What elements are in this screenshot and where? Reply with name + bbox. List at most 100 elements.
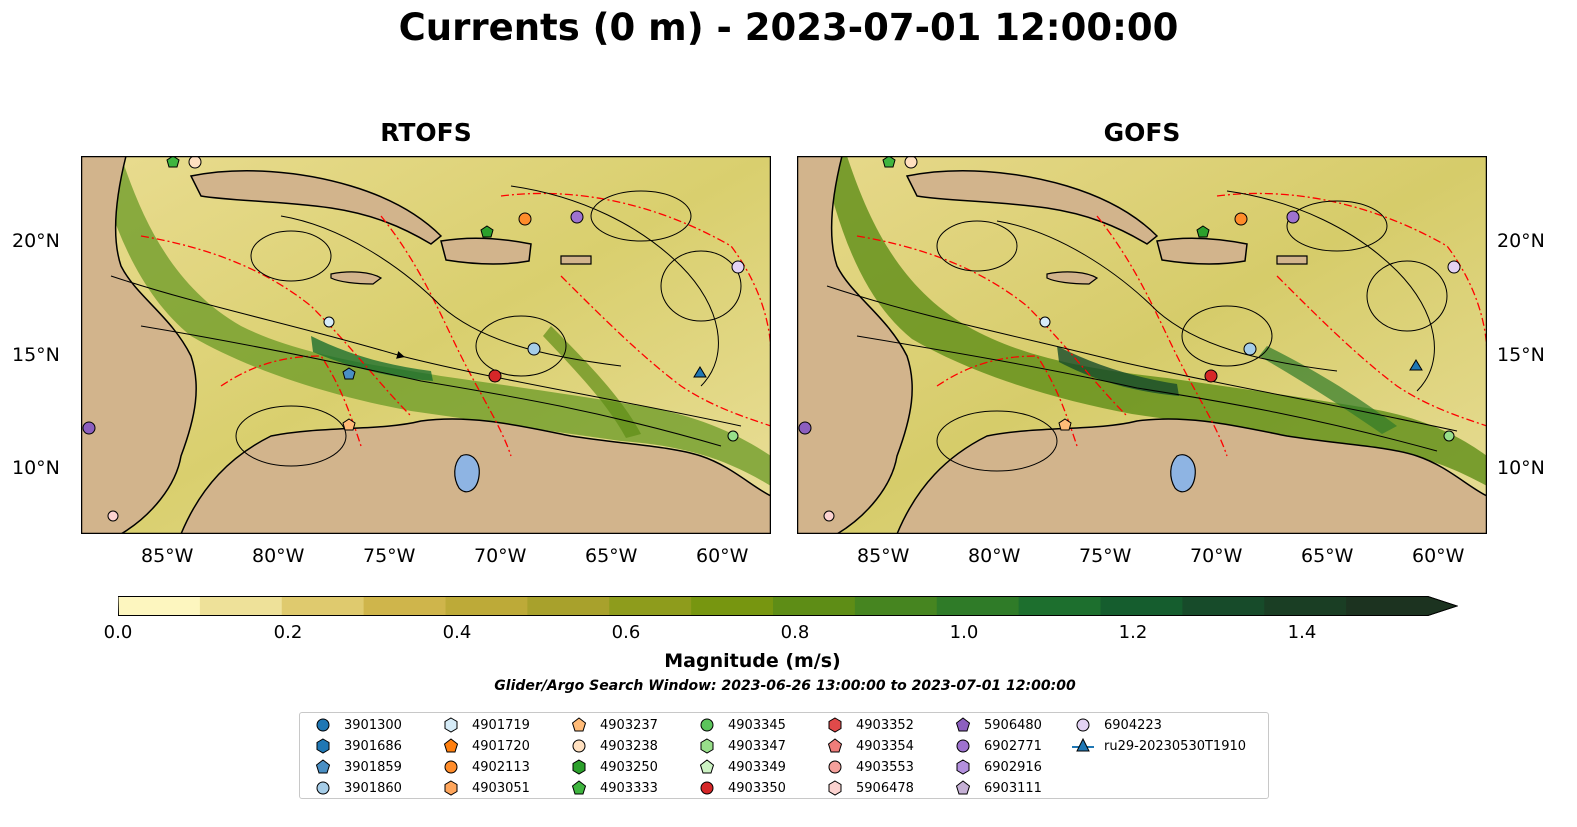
land-cuba	[189, 170, 443, 245]
land-hispaniola	[440, 237, 532, 265]
float-marker	[480, 225, 494, 238]
legend-label: 4903352	[856, 717, 914, 733]
colorbar-segment	[1100, 596, 1183, 616]
figure-title: Currents (0 m) - 2023-07-01 12:00:00	[398, 6, 1179, 49]
legend-marker-icon	[828, 717, 842, 733]
land-jamaica	[1046, 271, 1099, 285]
land-cuba	[905, 170, 1159, 245]
streamline-eddy	[250, 230, 332, 282]
legend-label: 6902771	[984, 738, 1042, 754]
lon-tick-label: 80°W	[968, 545, 1021, 567]
float-marker	[342, 418, 356, 431]
lat-tick-label: 20°N	[1497, 230, 1545, 252]
legend-marker-icon	[1072, 737, 1094, 752]
eez-boundary	[856, 235, 1128, 417]
colorbar-segment	[936, 596, 1020, 616]
colorbar-segment	[773, 596, 856, 616]
colorbar-extend-arrow	[1428, 596, 1458, 616]
float-marker	[1243, 342, 1257, 356]
legend-label: 4901719	[472, 717, 530, 733]
lake-maracaibo	[454, 454, 480, 493]
colorbar	[118, 596, 1458, 616]
current-band	[1259, 346, 1397, 434]
panel-title-gofs: GOFS	[1103, 118, 1181, 147]
legend-item: 4903051	[440, 778, 530, 798]
float-marker	[188, 156, 202, 169]
float-marker	[823, 510, 835, 522]
float-marker	[1447, 260, 1461, 274]
colorbar-tick-label: 1.2	[1118, 622, 1148, 643]
eez-boundary	[140, 235, 412, 417]
lon-tick-label: 70°W	[1190, 545, 1243, 567]
legend-item: 6904223	[1072, 715, 1162, 735]
colorbar-outline	[118, 596, 1458, 616]
legend-item: 3901300	[312, 715, 402, 735]
legend-label: 4903238	[600, 738, 658, 754]
legend-marker-icon	[1076, 718, 1090, 732]
land-jamaica	[330, 271, 383, 285]
lon-tick-label: 85°W	[857, 545, 910, 567]
colorbar-segment	[281, 596, 365, 616]
legend-marker-icon	[828, 760, 842, 774]
streamline	[826, 285, 1458, 432]
legend-item: 4903250	[568, 757, 658, 777]
land-puerto-rico	[1276, 255, 1308, 265]
colorbar-segment	[199, 596, 283, 616]
streamline	[140, 325, 722, 447]
land-central-america	[81, 156, 197, 534]
lon-tick-label: 85°W	[141, 545, 194, 567]
lon-tick-label: 75°W	[363, 545, 416, 567]
float-marker	[882, 156, 896, 168]
legend-label: ru29-20230530T1910	[1104, 738, 1247, 754]
current-band	[96, 156, 771, 486]
lon-tick-label: 75°W	[1079, 545, 1132, 567]
eez-boundary	[1276, 275, 1487, 427]
streamline-eddy	[1286, 200, 1388, 252]
float-marker	[1039, 316, 1051, 328]
legend-marker-icon	[572, 759, 586, 775]
streamline	[996, 220, 1338, 372]
float-marker	[342, 367, 356, 380]
colorbar-tick-label: 1.0	[949, 622, 979, 643]
legend-marker-icon	[443, 738, 459, 753]
current-band-core	[311, 336, 433, 381]
legend-marker-icon	[955, 717, 971, 732]
streamline-eddy	[936, 410, 1058, 472]
float-markers	[798, 156, 1461, 522]
lon-tick-label: 65°W	[585, 545, 638, 567]
eez-boundary	[500, 192, 771, 357]
legend-label: 4901720	[472, 738, 530, 754]
map-rtofs	[81, 156, 771, 534]
legend-marker-icon	[571, 717, 587, 732]
legend-label: 5906478	[856, 780, 914, 796]
legend-item: 4901719	[440, 715, 530, 735]
streamline-eddy	[936, 220, 1018, 272]
colorbar-segment	[1018, 596, 1101, 616]
float-marker	[727, 430, 739, 442]
legend-marker-icon	[956, 739, 970, 753]
streamline-eddy	[1181, 305, 1273, 367]
colorbar-segment	[118, 596, 201, 616]
legend-marker-icon	[699, 759, 715, 774]
legend-marker-icon	[444, 717, 458, 733]
legend-label: 6903111	[984, 780, 1042, 796]
streamline-eddy	[475, 315, 567, 377]
legend-item: 3901686	[312, 736, 402, 756]
legend-label: 3901686	[344, 738, 402, 754]
land-central-america	[797, 156, 913, 534]
float-marker	[1058, 418, 1072, 431]
colorbar-segment	[854, 596, 938, 616]
colorbar-segment	[1182, 596, 1265, 616]
legend-label: 4903347	[728, 738, 786, 754]
colorbar-tick-label: 0.6	[611, 622, 641, 643]
legend-item: 6902916	[952, 757, 1042, 777]
legend-marker-icon	[956, 759, 970, 775]
legend-item: 4903333	[568, 778, 658, 798]
legend-label: 4903333	[600, 780, 658, 796]
legend-marker-icon	[827, 738, 843, 753]
eez-boundary	[1096, 215, 1228, 457]
search-window-caption: Glider/Argo Search Window: 2023-06-26 13…	[494, 678, 1076, 694]
legend-marker-icon	[700, 781, 714, 795]
float-marker	[323, 316, 335, 328]
streamline-eddy	[590, 190, 692, 242]
